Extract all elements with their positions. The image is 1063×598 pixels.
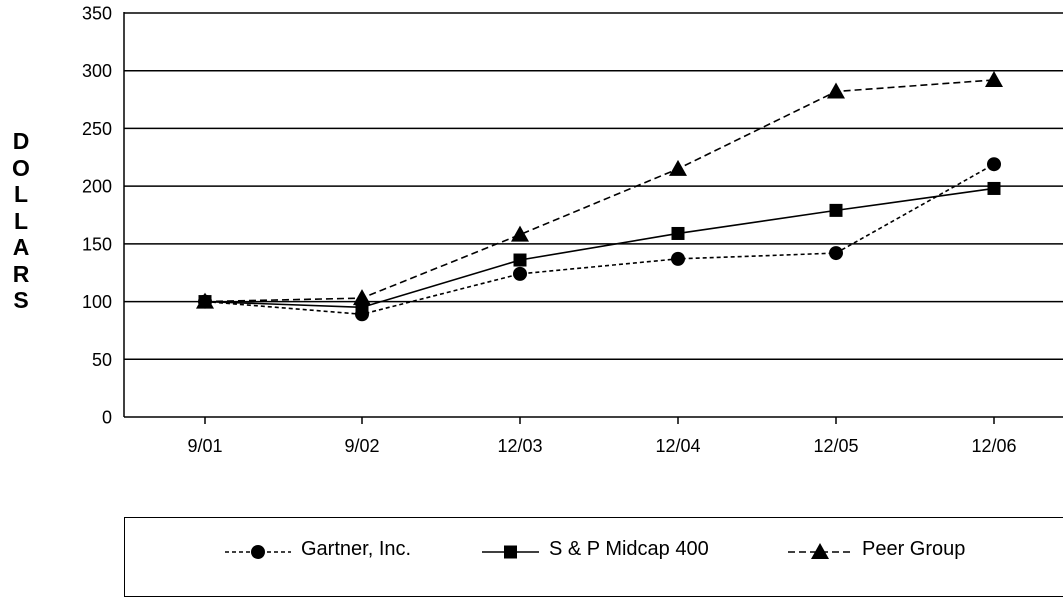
y-axis-label-letter: D	[12, 128, 30, 154]
y-tick-label: 300	[82, 61, 112, 81]
y-tick-label: 150	[82, 234, 112, 254]
series-3-point	[985, 70, 1003, 87]
series-1-point	[987, 157, 1001, 172]
y-axis-label-letter: O	[12, 154, 30, 181]
x-tick-label: 12/05	[813, 436, 858, 456]
y-axis-label-letter: S	[13, 287, 29, 313]
x-tick-label: 12/04	[655, 436, 700, 456]
legend-label: Gartner, Inc.	[301, 538, 412, 560]
legend-marker-2	[504, 545, 517, 559]
series-3-point	[827, 82, 845, 99]
series-1-point	[513, 266, 527, 281]
y-tick-label: 200	[82, 177, 112, 197]
series-line-1	[204, 163, 995, 316]
y-tick-label: 50	[92, 350, 112, 370]
series-3-point	[196, 292, 214, 309]
y-tick-label: 250	[82, 119, 112, 139]
y-axis-label-letter: L	[13, 181, 29, 207]
series-1-point	[829, 246, 843, 261]
legend-marker-1	[251, 545, 265, 559]
series-3-point	[669, 159, 687, 176]
y-axis-label-letter: A	[12, 234, 30, 260]
series-2-point	[513, 253, 527, 267]
legend: Gartner, Inc. S & P Midcap 400 Peer Group	[124, 517, 1063, 597]
legend-label: S & P Midcap 400	[549, 538, 709, 560]
line-chart: 0 50 100 150 200 250 300 350 9/01 9/02 12/03 12/04 1…	[82, 4, 1063, 456]
series-2-point	[987, 181, 1001, 195]
y-tick-label: 350	[82, 4, 112, 24]
series-3-point	[511, 225, 529, 242]
legend-symbols	[225, 543, 852, 559]
legend-marker-3	[811, 543, 829, 559]
y-tick-label: 100	[82, 292, 112, 312]
y-tick-label: 0	[102, 408, 112, 428]
x-tick-label: 12/03	[497, 436, 542, 456]
x-tick-label: 9/02	[344, 436, 379, 456]
series-2-point	[671, 226, 685, 240]
series-1-point	[671, 251, 685, 266]
x-tick-label: 9/01	[187, 436, 222, 456]
y-axis-label-letter: L	[13, 207, 29, 234]
series-2-point	[829, 203, 843, 217]
series-line-3	[204, 79, 995, 303]
x-tick-label: 12/06	[971, 436, 1016, 456]
series-line-2	[204, 187, 995, 309]
series-3-point	[353, 289, 371, 306]
y-axis-label-letter: R	[12, 260, 30, 287]
legend-label: Peer Group	[862, 538, 966, 560]
